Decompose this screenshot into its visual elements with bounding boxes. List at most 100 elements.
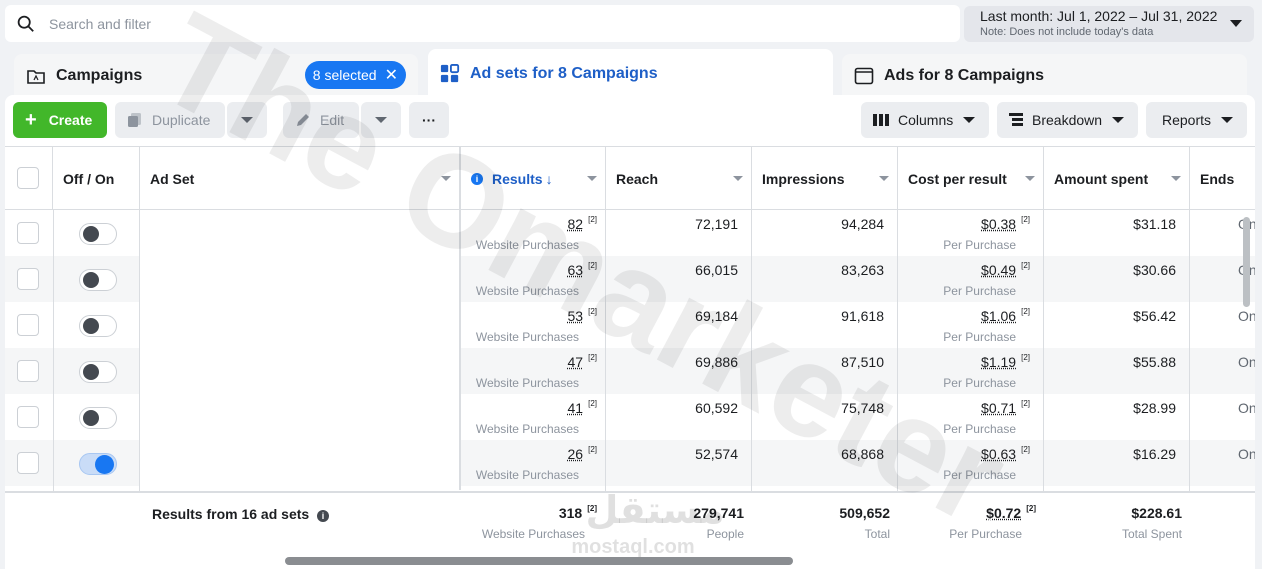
results-value[interactable]: 26 xyxy=(567,446,584,462)
spent-value: $55.88 xyxy=(1133,354,1176,370)
results-value[interactable]: 63 xyxy=(567,262,584,278)
header-offon-label: Off / On xyxy=(63,170,115,187)
search-icon xyxy=(17,15,34,32)
select-all-checkbox[interactable] xyxy=(17,167,39,189)
edit-dropdown-button[interactable] xyxy=(361,102,401,138)
folder-icon xyxy=(26,66,46,86)
window-icon xyxy=(854,66,874,86)
row-checkbox[interactable] xyxy=(17,406,39,428)
totals-cost-value[interactable]: $0.72 xyxy=(986,505,1022,521)
totals-spent-sub: Total Spent xyxy=(1121,527,1182,541)
row-checkbox[interactable] xyxy=(17,360,39,382)
duplicate-dropdown-button[interactable] xyxy=(227,102,267,138)
cost-value[interactable]: $0.63 xyxy=(981,446,1017,462)
edit-button[interactable]: Edit xyxy=(283,102,359,138)
sort-descending-icon: ↓ xyxy=(545,170,553,187)
results-sub: Website Purchases xyxy=(475,468,579,482)
toggle-knob xyxy=(83,226,99,242)
column-divider xyxy=(897,210,898,554)
tab-adsets[interactable]: Ad sets for 8 Campaigns xyxy=(428,49,833,98)
vertical-scrollbar[interactable] xyxy=(1243,217,1250,307)
toggle-knob xyxy=(83,364,99,380)
cost-value[interactable]: $1.06 xyxy=(981,308,1017,324)
header-reach[interactable]: Reach xyxy=(606,147,752,210)
create-button-label: Create xyxy=(48,112,93,128)
chevron-down-icon xyxy=(441,176,451,181)
toggle-knob xyxy=(83,318,99,334)
results-cell: 26 [2] xyxy=(461,445,597,462)
footnote-marker: [2] xyxy=(588,215,597,224)
reach-value: 72,191 xyxy=(695,216,738,232)
adset-name-column-redacted xyxy=(139,210,461,490)
reports-button[interactable]: Reports xyxy=(1146,102,1247,138)
header-results[interactable]: i Results ↓ xyxy=(461,147,606,210)
row-checkbox[interactable] xyxy=(17,222,39,244)
totals-results: 318 [2] xyxy=(461,504,597,521)
selected-badge[interactable]: 8 selected ✕ xyxy=(304,61,406,89)
info-icon[interactable]: i xyxy=(317,510,330,522)
cost-cell: $0.38 [2] xyxy=(898,215,1030,232)
header-ends[interactable]: Ends xyxy=(1190,147,1255,210)
totals-label: Results from 16 ad sets i xyxy=(152,506,330,522)
duplicate-button[interactable]: Duplicate xyxy=(115,102,225,138)
delivery-toggle[interactable] xyxy=(79,315,117,337)
horizontal-scrollbar[interactable] xyxy=(285,557,793,565)
chevron-down-icon xyxy=(241,117,253,123)
header-amount-spent[interactable]: Amount spent xyxy=(1044,147,1190,210)
footnote-marker: [2] xyxy=(588,445,597,454)
results-cell: 63 [2] xyxy=(461,261,597,278)
ends-value: On xyxy=(1238,446,1255,462)
search-input[interactable] xyxy=(49,15,849,32)
delivery-toggle[interactable] xyxy=(79,223,117,245)
results-value[interactable]: 82 xyxy=(567,216,584,232)
delivery-toggle[interactable] xyxy=(79,361,117,383)
row-checkbox[interactable] xyxy=(17,268,39,290)
totals-reach-sub: People xyxy=(706,527,744,541)
footnote-marker: [2] xyxy=(1021,261,1030,270)
table-row[interactable]: 41 [2] Website Purchases 60,592 75,748 $0.71 [… xyxy=(5,394,1255,440)
impressions-value: 91,618 xyxy=(841,308,884,324)
search-bar[interactable] xyxy=(5,5,960,42)
chevron-down-icon xyxy=(1112,117,1124,123)
row-checkbox[interactable] xyxy=(17,314,39,336)
close-icon[interactable]: ✕ xyxy=(384,67,398,84)
cost-cell: $0.49 [2] xyxy=(898,261,1030,278)
delivery-toggle[interactable] xyxy=(79,453,117,475)
create-button[interactable]: + Create xyxy=(13,102,107,138)
header-impressions[interactable]: Impressions xyxy=(752,147,898,210)
results-sub: Website Purchases xyxy=(475,422,579,436)
spent-value: $30.66 xyxy=(1133,262,1176,278)
column-divider xyxy=(751,210,752,554)
delivery-toggle[interactable] xyxy=(79,269,117,291)
breakdown-button[interactable]: Breakdown xyxy=(997,102,1138,138)
date-range-picker[interactable]: Last month: Jul 1, 2022 – Jul 31, 2022 N… xyxy=(964,6,1254,42)
cost-value[interactable]: $0.49 xyxy=(981,262,1017,278)
cost-value[interactable]: $0.38 xyxy=(981,216,1017,232)
results-value[interactable]: 47 xyxy=(567,354,584,370)
tab-ads[interactable]: Ads for 8 Campaigns xyxy=(842,54,1247,98)
header-cost-label: Cost per result xyxy=(908,170,1007,187)
totals-spent: $228.61 xyxy=(1131,505,1182,521)
header-cost-per-result[interactable]: Cost per result xyxy=(898,147,1044,210)
footnote-marker: [2] xyxy=(1021,307,1030,316)
results-value[interactable]: 41 xyxy=(567,400,584,416)
tab-campaigns[interactable]: Campaigns 8 selected ✕ xyxy=(14,54,418,98)
column-divider xyxy=(139,210,140,554)
header-adset[interactable]: Ad Set xyxy=(140,147,461,210)
columns-button[interactable]: Columns xyxy=(861,102,989,138)
column-divider xyxy=(605,210,606,554)
more-options-button[interactable]: ··· xyxy=(409,102,449,138)
delivery-toggle[interactable] xyxy=(79,407,117,429)
footnote-marker: [2] xyxy=(1021,215,1030,224)
row-checkbox[interactable] xyxy=(17,452,39,474)
results-value[interactable]: 53 xyxy=(567,308,584,324)
plus-icon: + xyxy=(25,109,37,131)
cost-value[interactable]: $1.19 xyxy=(981,354,1017,370)
header-ends-label: Ends xyxy=(1200,170,1235,187)
impressions-value: 68,868 xyxy=(841,446,884,462)
cost-value[interactable]: $0.71 xyxy=(981,400,1017,416)
totals-label-text: Results from 16 ad sets xyxy=(152,506,310,522)
results-cell: 41 [2] xyxy=(461,399,597,416)
cost-sub: Per Purchase xyxy=(943,238,1016,252)
table-row[interactable]: 53 [2] Website Purchases 69,184 91,618 $1.06 [… xyxy=(5,302,1255,348)
